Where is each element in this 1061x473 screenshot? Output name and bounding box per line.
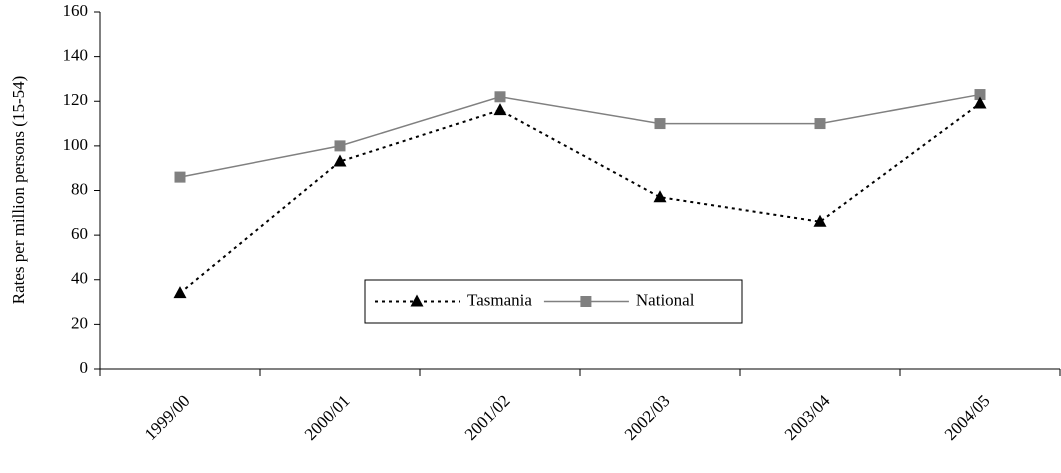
y-tick-label: 100	[63, 135, 89, 154]
marker	[334, 140, 346, 152]
marker	[974, 89, 986, 101]
x-tick-label: 2000/01	[301, 391, 354, 444]
x-tick-label: 1999/00	[141, 391, 194, 444]
marker	[410, 294, 424, 307]
x-tick-label: 2004/05	[941, 391, 994, 444]
series-line	[179, 102, 981, 294]
marker	[174, 171, 186, 183]
marker	[813, 214, 827, 227]
marker	[814, 118, 826, 130]
y-axis-label: Rates per million persons (15-54)	[9, 76, 28, 305]
y-tick-label: 20	[71, 313, 88, 332]
marker	[333, 154, 347, 167]
marker	[494, 91, 506, 103]
y-tick-label: 120	[63, 90, 89, 109]
x-tick-label: 2001/02	[461, 391, 514, 444]
y-tick-label: 160	[63, 1, 89, 20]
y-tick-label: 140	[63, 46, 89, 65]
marker	[653, 190, 667, 203]
series-line	[179, 93, 981, 178]
marker	[493, 103, 507, 116]
marker	[173, 286, 187, 299]
y-tick-label: 80	[71, 179, 88, 198]
marker	[973, 96, 987, 109]
x-tick-label: 2003/04	[781, 391, 834, 444]
legend-label: National	[636, 290, 695, 309]
marker	[654, 118, 666, 130]
y-tick-label: 40	[71, 269, 88, 288]
marker	[580, 296, 592, 307]
y-tick-label: 0	[80, 358, 89, 377]
x-tick-label: 2002/03	[621, 391, 674, 444]
legend-label: Tasmania	[467, 290, 532, 309]
y-tick-label: 60	[71, 224, 88, 243]
